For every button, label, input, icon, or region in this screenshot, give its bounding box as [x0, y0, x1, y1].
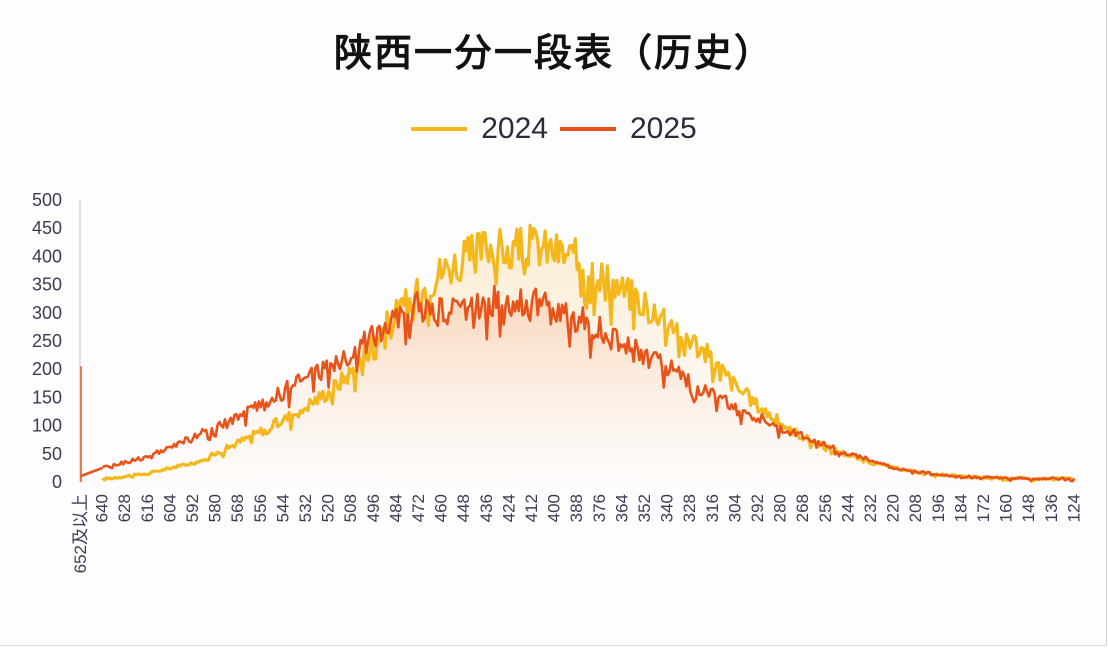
y-tick-label: 350 [32, 275, 62, 295]
y-tick-label: 150 [32, 387, 62, 407]
x-tick-label: 220 [884, 494, 903, 522]
series-area-2025 [102, 286, 1075, 482]
y-tick-label: 250 [32, 331, 62, 351]
series-2025-start-segment [80, 466, 104, 478]
y-axis: 0 50 100 150 200 250 300 350 400 450 500 [32, 190, 81, 492]
x-axis: 652及以上 640 628 616 604 592 580 568 556 544 532 520 5… [71, 494, 1083, 573]
x-tick-label: 256 [816, 494, 835, 522]
legend-item-2024[interactable]: 2024 [411, 112, 548, 146]
x-tick-label: 580 [206, 494, 225, 522]
x-tick-label: 436 [477, 494, 496, 522]
x-tick-label: 496 [364, 494, 383, 522]
x-tick-label: 640 [93, 494, 112, 522]
y-tick-label: 50 [42, 444, 62, 464]
x-tick-label: 424 [499, 494, 518, 522]
x-tick-label: 280 [771, 494, 790, 522]
x-tick-label: 568 [228, 494, 247, 522]
x-tick-label: 172 [974, 494, 993, 522]
x-tick-label: 472 [409, 494, 428, 522]
x-tick-label: 616 [138, 494, 157, 522]
x-tick-label: 628 [115, 494, 134, 522]
x-tick-label: 652及以上 [71, 494, 90, 573]
x-tick-label: 232 [861, 494, 880, 522]
x-tick-label: 592 [183, 494, 202, 522]
x-tick-label: 184 [951, 494, 970, 522]
y-tick-label: 450 [32, 218, 62, 238]
y-tick-label: 100 [32, 416, 62, 436]
x-tick-label: 412 [522, 494, 541, 522]
legend-label-2024: 2024 [481, 112, 548, 145]
x-tick-label: 328 [680, 494, 699, 522]
x-tick-label: 160 [997, 494, 1016, 522]
legend-swatch-2024 [411, 127, 468, 131]
x-tick-label: 148 [1019, 494, 1038, 522]
x-tick-label: 208 [906, 494, 925, 522]
x-tick-label: 604 [160, 494, 179, 522]
x-tick-label: 352 [635, 494, 654, 522]
series-areas [102, 225, 1075, 482]
y-tick-label: 0 [52, 472, 62, 492]
chart-legend: 2024 2025 [0, 112, 1108, 146]
x-tick-label: 136 [1042, 494, 1061, 522]
x-tick-label: 484 [386, 494, 405, 522]
legend-item-2025[interactable]: 2025 [560, 112, 697, 146]
x-tick-label: 304 [725, 494, 744, 522]
y-tick-label: 500 [32, 190, 62, 210]
x-tick-label: 196 [929, 494, 948, 522]
x-tick-label: 460 [432, 494, 451, 522]
series-line-2025[interactable] [102, 284, 1076, 483]
x-tick-label: 244 [838, 494, 857, 522]
x-tick-label: 268 [793, 494, 812, 522]
x-tick-label: 556 [251, 494, 270, 522]
x-tick-label: 400 [545, 494, 564, 522]
x-tick-label: 544 [273, 494, 292, 522]
x-tick-label: 388 [567, 494, 586, 522]
x-tick-label: 364 [612, 494, 631, 522]
chart-title: 陕西一分一段表（历史） [333, 31, 774, 75]
x-tick-label: 340 [658, 494, 677, 522]
series-line-2024[interactable] [101, 223, 1076, 483]
x-tick-label: 376 [590, 494, 609, 522]
x-tick-label: 532 [296, 494, 315, 522]
x-tick-label: 124 [1064, 494, 1083, 522]
y-tick-label: 400 [32, 246, 62, 266]
x-tick-label: 292 [748, 494, 767, 522]
x-tick-label: 508 [341, 494, 360, 522]
series-lines [80, 223, 1076, 483]
y-tick-label: 300 [32, 303, 62, 323]
x-tick-label: 520 [319, 494, 338, 522]
legend-label-2025: 2025 [630, 112, 697, 145]
y-tick-label: 200 [32, 359, 62, 379]
x-tick-label: 316 [703, 494, 722, 522]
x-tick-label: 448 [454, 494, 473, 522]
legend-swatch-2025 [560, 127, 616, 131]
